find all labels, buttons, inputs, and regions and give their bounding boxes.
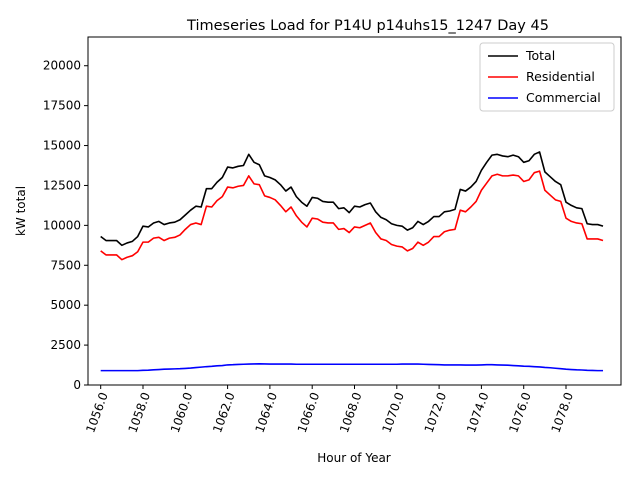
series-layer xyxy=(100,151,604,372)
series-line-total xyxy=(100,151,604,247)
y-tick-label: 15000 xyxy=(43,139,81,153)
y-tick-label: 10000 xyxy=(43,218,81,232)
y-tick-label: 2500 xyxy=(50,338,81,352)
y-tick-label: 20000 xyxy=(43,59,81,73)
legend-box xyxy=(479,42,615,112)
x-axis-label: Hour of Year xyxy=(317,451,391,465)
y-axis: 0 2500 5000 7500 10000 12500 15000 17500 20000 xyxy=(43,59,88,392)
legend-label-commercial: Commercial xyxy=(526,90,601,105)
y-tick-label: 12500 xyxy=(43,178,81,192)
y-axis-label: kW total xyxy=(14,186,28,236)
y-tick-label: 7500 xyxy=(50,258,81,272)
y-tick-label: 17500 xyxy=(43,99,81,113)
series-line-residential xyxy=(100,170,604,261)
chart-title: Timeseries Load for P14U p14uhs15_1247 D… xyxy=(186,18,549,34)
y-tick-label: 0 xyxy=(73,378,81,392)
legend: Total Residential Commercial xyxy=(479,42,615,112)
series-line-commercial xyxy=(100,362,604,372)
legend-label-total: Total xyxy=(525,48,555,63)
y-tick-label: 5000 xyxy=(50,298,81,312)
legend-label-residential: Residential xyxy=(526,69,595,84)
